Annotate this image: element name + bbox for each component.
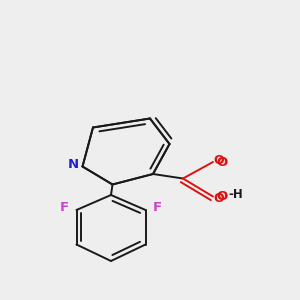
Text: F: F [153,201,162,214]
Text: O: O [213,191,224,205]
Text: -H: -H [229,188,243,202]
Text: O: O [217,190,228,203]
Text: O: O [217,155,228,169]
Text: O: O [213,154,224,167]
Text: N: N [68,158,79,172]
Text: F: F [60,201,69,214]
